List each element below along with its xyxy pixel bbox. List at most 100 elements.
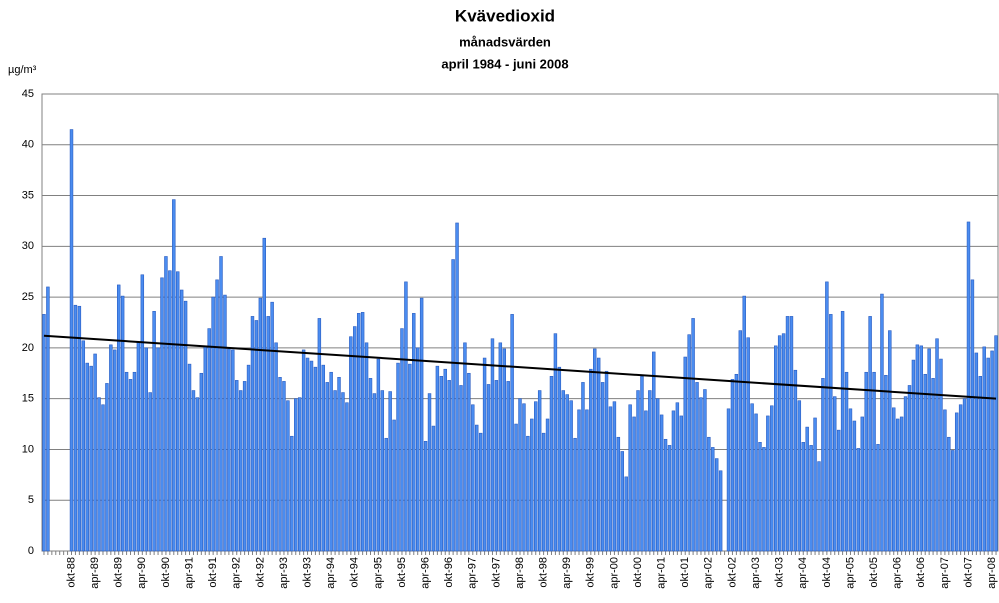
bar bbox=[994, 335, 998, 552]
bar bbox=[360, 312, 365, 552]
bar bbox=[644, 410, 648, 552]
bar bbox=[738, 330, 743, 552]
bar bbox=[266, 316, 270, 552]
bar bbox=[113, 349, 117, 552]
bar bbox=[187, 363, 192, 552]
bar bbox=[372, 393, 377, 552]
x-tick-label: apr-02 bbox=[703, 557, 715, 589]
bar bbox=[954, 412, 959, 552]
bar bbox=[600, 382, 605, 552]
bar bbox=[943, 409, 947, 552]
x-tick-label: okt-93 bbox=[301, 557, 313, 588]
bar bbox=[227, 348, 231, 552]
y-tick-label: 40 bbox=[22, 139, 34, 151]
bar bbox=[958, 404, 963, 552]
chart-title: Kvävedioxid bbox=[455, 6, 555, 25]
bar bbox=[840, 311, 845, 552]
x-tick-label: okt-07 bbox=[962, 557, 974, 588]
bar bbox=[156, 347, 160, 552]
x-tick-label: okt-03 bbox=[774, 557, 786, 588]
bar bbox=[313, 366, 318, 552]
bar bbox=[549, 376, 554, 552]
bar bbox=[707, 436, 711, 552]
x-tick-label: apr-97 bbox=[467, 557, 479, 589]
bar bbox=[443, 368, 447, 552]
bar bbox=[423, 441, 428, 552]
bar bbox=[356, 313, 361, 552]
y-tick-label: 30 bbox=[22, 240, 34, 252]
x-tick-label: okt-97 bbox=[490, 557, 502, 588]
bar bbox=[541, 432, 546, 552]
bar bbox=[766, 415, 770, 552]
bar bbox=[199, 372, 204, 552]
bar bbox=[404, 281, 408, 552]
bar bbox=[817, 461, 821, 552]
bar bbox=[553, 333, 558, 552]
bar bbox=[860, 416, 864, 552]
bar bbox=[172, 199, 176, 552]
bar bbox=[612, 401, 617, 552]
bar bbox=[561, 390, 565, 552]
bar bbox=[569, 400, 573, 552]
x-tick-label: okt-94 bbox=[349, 557, 361, 588]
bar bbox=[762, 447, 766, 552]
bar bbox=[813, 417, 817, 552]
bar bbox=[876, 444, 880, 552]
bar bbox=[467, 372, 471, 552]
bar bbox=[297, 397, 302, 552]
bar bbox=[746, 337, 750, 552]
bar bbox=[604, 370, 609, 552]
bar bbox=[982, 346, 986, 552]
bar bbox=[711, 447, 715, 552]
bar bbox=[537, 390, 542, 552]
bar bbox=[93, 353, 97, 552]
bar bbox=[833, 396, 837, 552]
x-tick-label: apr-04 bbox=[797, 557, 809, 589]
bar bbox=[353, 326, 357, 552]
bar bbox=[368, 378, 373, 552]
bar bbox=[986, 357, 990, 552]
chart-subtitle: månadsvärden bbox=[459, 34, 551, 49]
trend-line bbox=[43, 334, 997, 400]
x-tick-label: okt-02 bbox=[726, 557, 738, 588]
bar bbox=[923, 373, 927, 552]
bar bbox=[565, 394, 569, 552]
bar bbox=[966, 221, 971, 552]
x-tick-label: apr-01 bbox=[656, 557, 668, 589]
bar bbox=[742, 295, 746, 552]
bar bbox=[880, 293, 884, 552]
bar bbox=[207, 328, 211, 552]
bar bbox=[152, 311, 156, 552]
bar bbox=[510, 314, 514, 552]
bar bbox=[730, 379, 735, 552]
bar bbox=[431, 425, 436, 552]
bar bbox=[455, 222, 459, 552]
y-tick-label: 5 bbox=[28, 494, 34, 506]
bar bbox=[274, 342, 278, 552]
bar bbox=[899, 416, 904, 552]
bar bbox=[250, 316, 255, 552]
bar bbox=[46, 286, 50, 552]
bar bbox=[392, 419, 396, 552]
bar bbox=[659, 414, 664, 552]
bar bbox=[691, 318, 695, 552]
x-tick-label: okt-92 bbox=[254, 557, 266, 588]
bar bbox=[463, 342, 467, 552]
bar bbox=[962, 398, 967, 552]
bar bbox=[478, 432, 483, 552]
x-tick-label: apr-91 bbox=[183, 557, 195, 589]
bar bbox=[364, 342, 369, 552]
bar bbox=[235, 380, 239, 552]
x-tick-label: okt-00 bbox=[632, 557, 644, 588]
bar bbox=[534, 401, 538, 552]
bar bbox=[77, 305, 82, 552]
bar bbox=[506, 381, 510, 552]
bar bbox=[486, 384, 491, 552]
bar bbox=[734, 373, 739, 552]
bar bbox=[903, 396, 908, 552]
bar bbox=[270, 301, 274, 552]
bar bbox=[179, 289, 184, 552]
bar bbox=[530, 418, 534, 552]
bar bbox=[675, 402, 680, 552]
